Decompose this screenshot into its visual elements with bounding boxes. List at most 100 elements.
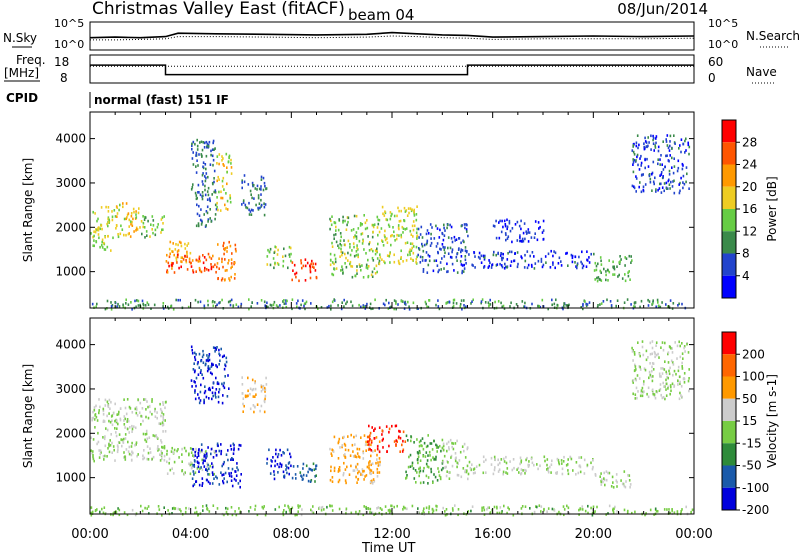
velocity-cell — [578, 513, 580, 516]
power-cell — [678, 183, 680, 186]
velocity-cell — [658, 356, 660, 359]
power-cell — [400, 233, 402, 237]
velocity-cell — [345, 507, 348, 511]
velocity-cell — [344, 444, 347, 447]
power-cell — [483, 266, 485, 269]
power-cell — [101, 243, 103, 247]
velocity-cell — [161, 451, 163, 455]
power-cell — [639, 181, 641, 184]
power-cell — [429, 244, 432, 247]
power-cell — [633, 158, 635, 162]
velocity-cell — [433, 473, 435, 476]
velocity-cell — [90, 449, 92, 452]
velocity-cell — [478, 463, 481, 467]
velocity-cell — [342, 473, 345, 477]
velocity-cell — [102, 409, 105, 413]
power-cell — [121, 228, 124, 231]
power-cell — [426, 271, 429, 274]
velocity-cell — [231, 513, 234, 517]
power-cell — [98, 226, 100, 229]
power-cell — [466, 230, 468, 233]
velocity-cell — [216, 346, 218, 349]
velocity-cell — [99, 510, 101, 514]
power-cell — [125, 298, 127, 302]
power-cell — [382, 302, 385, 306]
power-cell — [666, 187, 669, 190]
power-cell — [437, 305, 440, 308]
power-cell — [540, 257, 543, 261]
power-cell — [355, 250, 358, 253]
power-cell — [669, 299, 672, 302]
power-cell — [661, 186, 664, 189]
velocity-cell — [131, 450, 133, 454]
power-cell — [175, 243, 177, 246]
velocity-cell — [481, 506, 483, 510]
velocity-cell — [348, 473, 351, 476]
velocity-colorbar-swatch — [722, 376, 736, 399]
velocity-cell — [368, 424, 370, 428]
power-cell — [466, 223, 468, 227]
velocity-cell — [446, 449, 448, 453]
power-cell — [192, 163, 195, 166]
power-cell — [621, 277, 624, 280]
power-cell — [657, 188, 659, 192]
power-cell — [116, 224, 118, 228]
power-cell — [630, 303, 632, 306]
power-cell — [195, 165, 197, 168]
velocity-cell — [356, 481, 358, 484]
velocity-cell — [539, 464, 541, 468]
power-cell — [439, 228, 441, 232]
power-cell — [344, 219, 346, 223]
velocity-cell — [506, 472, 509, 475]
power-cell — [100, 224, 102, 227]
velocity-cell — [390, 504, 392, 508]
velocity-cell — [209, 388, 211, 392]
velocity-colorbar-swatch — [722, 332, 736, 355]
velocity-cell — [184, 510, 187, 514]
velocity-cell — [567, 506, 570, 510]
velocity-cell — [92, 410, 94, 414]
velocity-cell — [655, 509, 658, 513]
power-cell — [224, 203, 226, 207]
velocity-cell — [262, 384, 265, 388]
velocity-cell — [300, 513, 303, 517]
velocity-cell — [286, 448, 289, 452]
velocity-cell — [214, 350, 216, 353]
power-cell — [422, 270, 425, 273]
power-cell — [474, 266, 476, 269]
power-cell — [199, 218, 202, 222]
power-cell — [651, 189, 653, 192]
power-cell — [266, 263, 269, 266]
velocity-cell — [199, 399, 202, 402]
power-cell — [309, 268, 312, 272]
power-cell — [436, 227, 439, 230]
velocity-cell — [440, 449, 442, 453]
power-cell — [204, 179, 207, 183]
velocity-cell — [232, 452, 235, 455]
power-cell — [344, 252, 346, 256]
power-cell — [447, 246, 449, 250]
velocity-cell — [145, 440, 148, 443]
power-cell — [415, 218, 418, 222]
power-cell — [214, 263, 216, 267]
power-cell — [437, 250, 439, 254]
power-cell — [443, 267, 445, 270]
velocity-cell — [447, 440, 450, 444]
power-cell — [663, 189, 665, 193]
velocity-cell — [242, 397, 245, 400]
velocity-cell — [223, 513, 225, 517]
velocity-cell — [192, 368, 195, 371]
power-cell — [263, 213, 266, 217]
velocity-cell — [338, 437, 341, 441]
power-cell — [116, 206, 118, 209]
power-cell — [578, 255, 580, 259]
power-cell — [340, 235, 342, 239]
power-cell — [91, 302, 94, 306]
power-cell — [205, 154, 208, 158]
power-cell — [522, 231, 525, 235]
velocity-cell — [207, 480, 210, 484]
velocity-cell — [415, 481, 417, 484]
power-cell — [451, 250, 453, 254]
velocity-cell — [673, 384, 676, 387]
velocity-cell — [167, 509, 169, 512]
